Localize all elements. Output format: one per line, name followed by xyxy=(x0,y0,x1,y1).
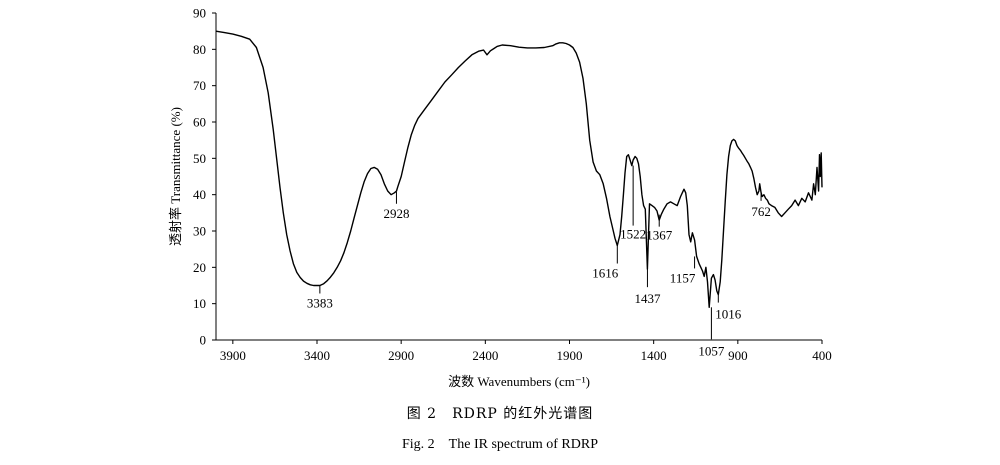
y-tick-label: 10 xyxy=(193,296,206,311)
peak-label-2928: 2928 xyxy=(383,206,409,221)
figure-caption-chinese: 图 2 RDRP 的红外光谱图 xyxy=(406,406,594,422)
y-tick-label: 50 xyxy=(193,151,206,166)
y-tick-label: 0 xyxy=(200,333,207,348)
peak-label-1157: 1157 xyxy=(670,270,696,285)
figure-caption-english: Fig. 2 The IR spectrum of RDRP xyxy=(402,437,598,452)
y-tick-label: 60 xyxy=(193,115,206,130)
y-tick-label: 90 xyxy=(193,6,206,21)
peak-label-1057: 1057 xyxy=(698,343,725,358)
peak-label-1616: 1616 xyxy=(592,266,619,281)
x-tick-label: 1400 xyxy=(641,348,667,363)
x-tick-label: 400 xyxy=(812,348,832,363)
ir-spectrum-chart: 0 10 20 30 40 50 60 70 80 90 3900 3400 2900 2400 1900 1… xyxy=(168,6,832,390)
peak-label-1016: 1016 xyxy=(715,307,742,322)
y-axis-label: 透射率 Transmittance (%) xyxy=(168,107,183,246)
spectrum-line xyxy=(215,30,823,308)
peak-label-1437: 1437 xyxy=(634,291,661,306)
peak-label-3383: 3383 xyxy=(307,296,333,311)
peak-label-1367: 1367 xyxy=(646,228,673,243)
peak-label-762: 762 xyxy=(751,204,771,219)
y-tick-label: 20 xyxy=(193,260,206,275)
x-axis-label: 波数 Wavenumbers (cm⁻¹) xyxy=(448,374,590,389)
x-tick-label: 2900 xyxy=(388,348,414,363)
x-tick-label: 3900 xyxy=(220,348,246,363)
x-tick-label: 2400 xyxy=(472,348,498,363)
y-tick-label: 40 xyxy=(193,187,206,202)
y-tick-label: 80 xyxy=(193,42,206,57)
peak-label-1522: 1522 xyxy=(620,227,646,242)
x-tick-label: 900 xyxy=(728,348,748,363)
y-tick-label: 30 xyxy=(193,224,206,239)
x-tick-label: 1900 xyxy=(557,348,583,363)
y-tick-label: 70 xyxy=(193,78,206,93)
x-tick-label: 3400 xyxy=(304,348,330,363)
